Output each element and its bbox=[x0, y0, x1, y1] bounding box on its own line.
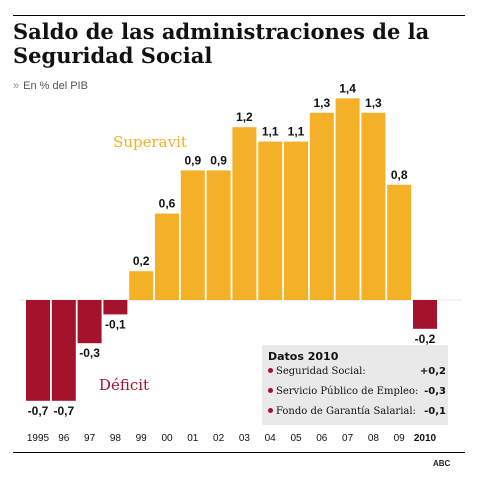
top-rule bbox=[13, 15, 465, 16]
data-label-00: 0,6 bbox=[159, 197, 176, 211]
x-tick-label-01: 01 bbox=[187, 433, 199, 444]
data-label-04: 1,1 bbox=[262, 125, 279, 139]
x-tick-label-04: 04 bbox=[265, 433, 277, 444]
x-tick-label-02: 02 bbox=[213, 433, 225, 444]
x-tick-label-99: 99 bbox=[136, 433, 148, 444]
bar-03 bbox=[232, 127, 257, 300]
bar-2010 bbox=[413, 300, 437, 329]
datos-row-fogasa: Fondo de Garantía Salarial: -0,1 bbox=[268, 405, 446, 419]
bar-97 bbox=[77, 300, 102, 344]
datos-label: Seguridad Social: bbox=[276, 366, 366, 377]
x-tick-label-03: 03 bbox=[239, 433, 251, 444]
bar-99 bbox=[129, 271, 154, 300]
datos-value: +0,2 bbox=[419, 366, 446, 377]
data-label-06: 1,3 bbox=[313, 96, 330, 110]
bullet-icon bbox=[268, 408, 273, 413]
x-tick-label-96: 96 bbox=[58, 433, 70, 444]
bar-96 bbox=[51, 300, 76, 401]
data-label-98: -0,1 bbox=[105, 317, 126, 331]
bar-07 bbox=[335, 98, 360, 301]
bottom-rule bbox=[13, 452, 465, 453]
bar-09 bbox=[387, 184, 412, 300]
bar-1995 bbox=[26, 300, 50, 401]
data-label-02: 0,9 bbox=[210, 153, 227, 167]
bar-05 bbox=[284, 141, 308, 300]
bar-98 bbox=[103, 300, 128, 315]
datos-title: Datos 2010 bbox=[268, 350, 339, 363]
x-tick-label-98: 98 bbox=[110, 433, 122, 444]
subtitle-text: En % del PIB bbox=[23, 80, 88, 92]
bullet-icon bbox=[268, 368, 273, 373]
bullet-icon bbox=[268, 388, 273, 393]
superavit-annotation: Superavit bbox=[113, 133, 187, 151]
data-label-96: -0,7 bbox=[53, 404, 74, 418]
subtitle-marker: » bbox=[13, 80, 20, 92]
deficit-annotation: Déficit bbox=[99, 376, 149, 394]
datos-value: -0,3 bbox=[424, 386, 446, 397]
x-tick-label-2010: 2010 bbox=[414, 433, 437, 444]
data-label-99: 0,2 bbox=[133, 254, 150, 268]
data-label-05: 1,1 bbox=[288, 125, 305, 139]
datos-row-empleo: Servicio Público de Empleo: -0,3 bbox=[268, 385, 446, 399]
datos-value: -0,1 bbox=[424, 406, 446, 417]
data-label-08: 1,3 bbox=[365, 96, 382, 110]
datos-label: Fondo de Garantía Salarial: bbox=[276, 406, 416, 417]
datos-row-seguridad: Seguridad Social: +0,2 bbox=[268, 365, 446, 379]
data-label-2010: -0,2 bbox=[415, 332, 436, 346]
data-label-97: -0,3 bbox=[79, 346, 100, 360]
chart-subtitle: » En % del PIB bbox=[13, 80, 88, 92]
x-tick-label-07: 07 bbox=[342, 433, 354, 444]
x-tick-label-09: 09 bbox=[394, 433, 406, 444]
bar-04 bbox=[258, 141, 283, 300]
bar-00 bbox=[155, 213, 179, 300]
x-tick-label-08: 08 bbox=[368, 433, 380, 444]
datos-label: Servicio Público de Empleo: bbox=[276, 386, 419, 397]
data-label-1995: -0,7 bbox=[28, 404, 49, 418]
chart-title: Saldo de las administraciones de la Segu… bbox=[13, 19, 430, 68]
x-tick-label-05: 05 bbox=[290, 433, 302, 444]
x-tick-label-06: 06 bbox=[316, 433, 328, 444]
x-tick-label-97: 97 bbox=[84, 433, 96, 444]
x-tick-label-00: 00 bbox=[161, 433, 173, 444]
bar-06 bbox=[309, 112, 334, 300]
data-label-07: 1,4 bbox=[339, 81, 356, 95]
data-label-01: 0,9 bbox=[184, 153, 201, 167]
bar-08 bbox=[361, 112, 386, 300]
data-label-09: 0,8 bbox=[391, 168, 408, 182]
source-credit: ABC bbox=[433, 459, 451, 468]
bar-01 bbox=[180, 170, 205, 300]
data-label-03: 1,2 bbox=[236, 110, 253, 124]
bar-02 bbox=[206, 170, 231, 300]
datos-panel bbox=[262, 345, 448, 425]
x-tick-label-1995: 1995 bbox=[27, 433, 50, 444]
